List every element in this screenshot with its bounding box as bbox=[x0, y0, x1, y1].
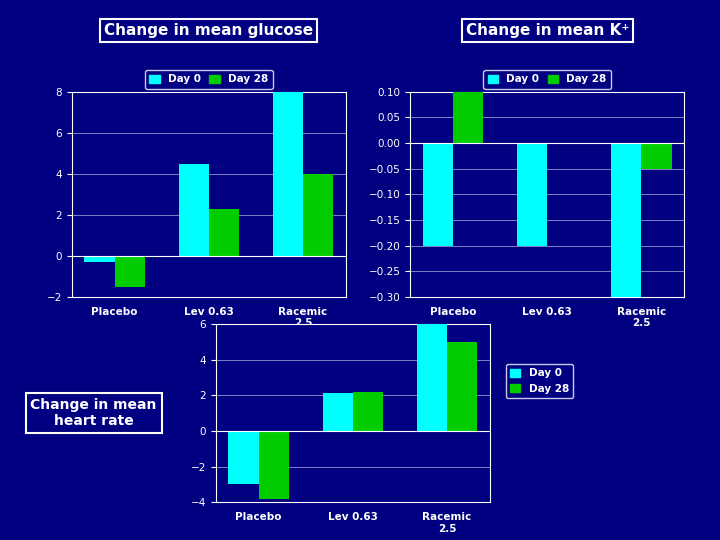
Text: Change in mean glucose: Change in mean glucose bbox=[104, 23, 313, 38]
Bar bbox=[353, 392, 383, 431]
Bar bbox=[642, 143, 672, 168]
Bar bbox=[453, 92, 483, 143]
Bar bbox=[447, 342, 477, 431]
Bar bbox=[84, 256, 114, 262]
Legend: Day 0, Day 28: Day 0, Day 28 bbox=[505, 364, 573, 398]
Bar bbox=[179, 164, 209, 256]
Bar bbox=[114, 256, 145, 287]
Bar bbox=[417, 324, 447, 431]
Bar bbox=[258, 431, 289, 498]
Bar bbox=[273, 92, 303, 256]
Bar bbox=[323, 394, 353, 431]
Text: Change in mean K⁺: Change in mean K⁺ bbox=[466, 23, 629, 38]
Bar bbox=[423, 143, 453, 246]
Bar bbox=[209, 209, 239, 256]
Legend: Day 0, Day 28: Day 0, Day 28 bbox=[145, 70, 272, 89]
Bar bbox=[303, 174, 333, 256]
Bar bbox=[611, 143, 642, 297]
Bar bbox=[228, 431, 258, 484]
Bar bbox=[517, 143, 547, 246]
Legend: Day 0, Day 28: Day 0, Day 28 bbox=[484, 70, 611, 89]
Text: Change in mean
heart rate: Change in mean heart rate bbox=[30, 398, 157, 428]
